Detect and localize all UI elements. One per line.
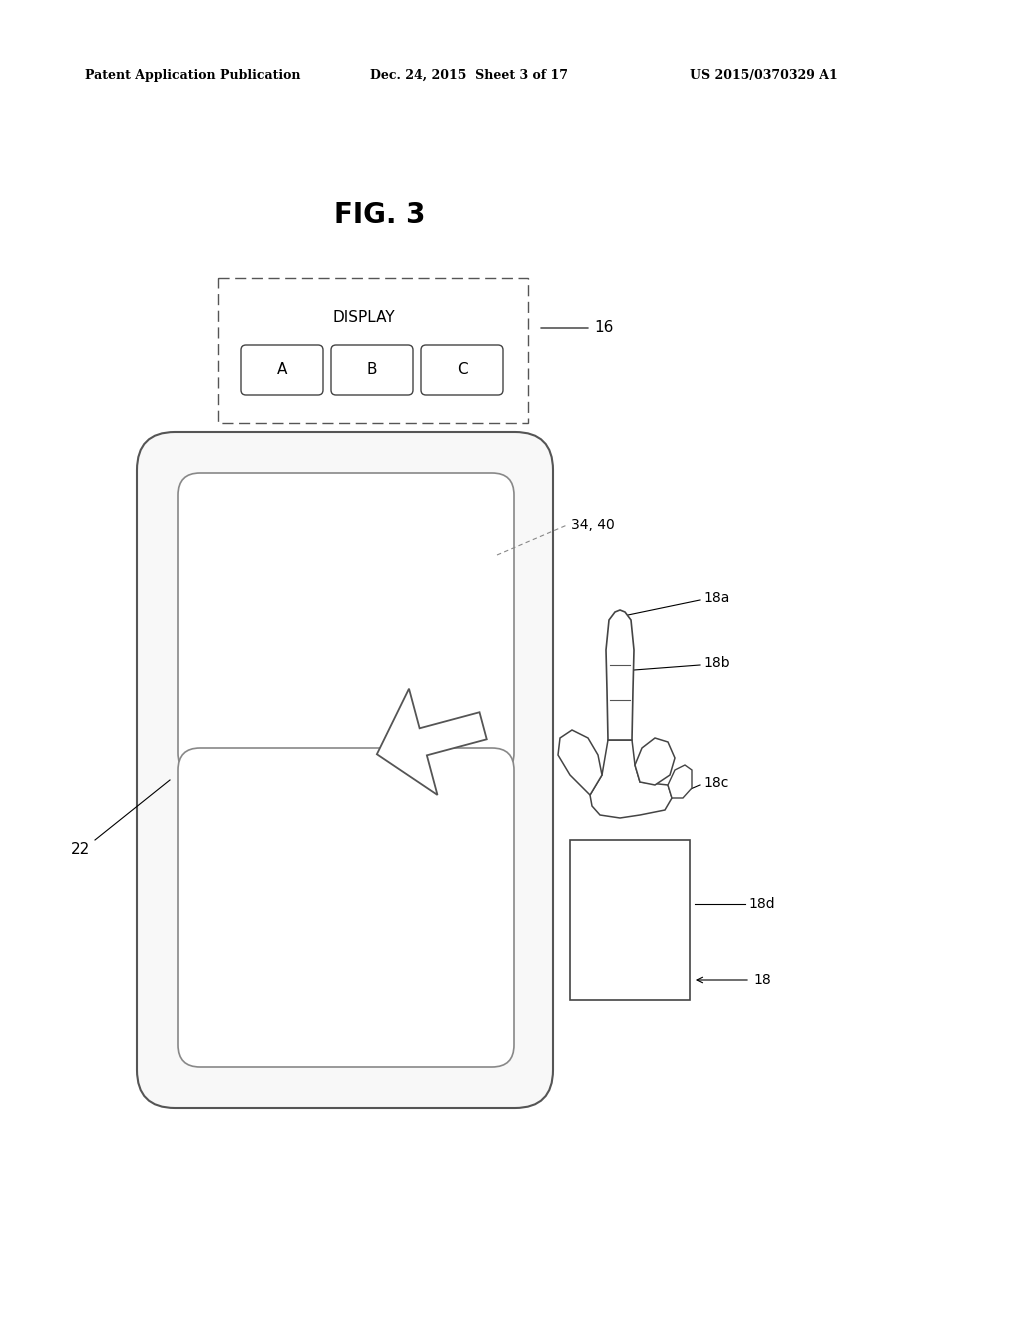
Polygon shape bbox=[635, 738, 675, 785]
FancyBboxPatch shape bbox=[421, 345, 503, 395]
Text: 16: 16 bbox=[594, 321, 613, 335]
Text: A: A bbox=[276, 363, 287, 378]
Text: 18c: 18c bbox=[703, 776, 728, 789]
Text: B: B bbox=[367, 363, 377, 378]
Text: 22: 22 bbox=[71, 842, 90, 857]
Bar bbox=[218, 279, 528, 422]
Polygon shape bbox=[668, 766, 692, 799]
Polygon shape bbox=[558, 730, 602, 795]
FancyBboxPatch shape bbox=[178, 748, 514, 1067]
Text: Patent Application Publication: Patent Application Publication bbox=[85, 69, 300, 82]
Polygon shape bbox=[377, 689, 486, 795]
Text: C: C bbox=[457, 363, 467, 378]
FancyBboxPatch shape bbox=[241, 345, 323, 395]
FancyBboxPatch shape bbox=[137, 432, 553, 1107]
Text: 18: 18 bbox=[753, 973, 771, 987]
Text: 34, 40: 34, 40 bbox=[571, 517, 614, 532]
Polygon shape bbox=[606, 610, 634, 741]
Text: 18b: 18b bbox=[703, 656, 730, 671]
Text: Dec. 24, 2015  Sheet 3 of 17: Dec. 24, 2015 Sheet 3 of 17 bbox=[370, 69, 568, 82]
Text: 18d: 18d bbox=[748, 898, 774, 911]
FancyBboxPatch shape bbox=[331, 345, 413, 395]
FancyBboxPatch shape bbox=[178, 473, 514, 775]
Text: FIG. 3: FIG. 3 bbox=[334, 201, 426, 228]
Text: DISPLAY: DISPLAY bbox=[333, 310, 395, 326]
Text: 18a: 18a bbox=[703, 591, 729, 605]
Bar bbox=[570, 840, 690, 1001]
Text: US 2015/0370329 A1: US 2015/0370329 A1 bbox=[690, 69, 838, 82]
Polygon shape bbox=[590, 741, 672, 818]
